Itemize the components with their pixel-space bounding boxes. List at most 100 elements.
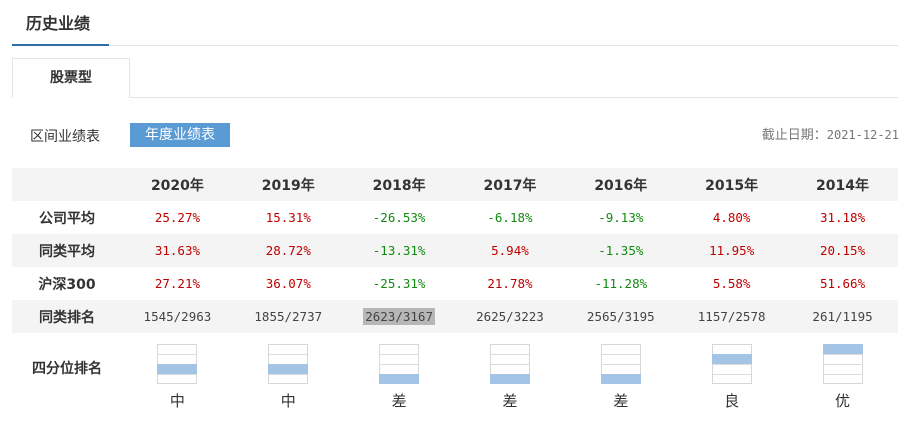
year-header: 2015年 (676, 168, 788, 201)
quartile-divider (158, 374, 197, 375)
table-cell: -26.53% (372, 210, 426, 225)
quartile-divider (491, 354, 529, 355)
table-cell: 21.78% (487, 276, 533, 291)
year-header: 2017年 (454, 168, 566, 201)
quartile-divider (380, 364, 419, 365)
quartile-divider (269, 374, 308, 375)
quartile-bar (490, 344, 530, 384)
quartile-fill (490, 374, 530, 384)
table-cell: 20.15% (787, 234, 898, 267)
cutoff-date: 截止日期：2021-12-21 (762, 124, 899, 143)
quartile-rank-row: 四分位排名 中 中 差 差 差 良 优 (12, 336, 898, 416)
table-cell: -1.35% (565, 234, 677, 267)
row-label: 公司平均 (39, 210, 95, 227)
row-label: 同类排名 (12, 300, 122, 333)
table-cell: -11.28% (594, 276, 648, 291)
table-cell: 51.66% (819, 276, 866, 291)
table-row-company-average: 公司平均 25.27% 15.31% -26.53% -6.18% -9.13%… (12, 201, 898, 234)
quartile-bar (268, 344, 309, 384)
table-cell: 11.95% (676, 234, 788, 267)
quartile-divider (823, 354, 862, 355)
table-cell: 15.31% (265, 210, 311, 225)
table-cell: -13.31% (343, 234, 455, 267)
table-row-peer-average: 同类平均 31.63% 28.72% -13.31% 5.94% -1.35% … (12, 234, 898, 267)
quartile-rating: 优 (835, 392, 851, 410)
quartile-rating: 中 (280, 392, 296, 410)
quartile-divider (823, 364, 862, 365)
quartile-item: 差 (470, 344, 550, 411)
table-header-row: 2020年 2019年 2018年 2017年 2016年 2015年 2014… (12, 168, 898, 201)
table-cell: 4.80% (712, 210, 751, 225)
quartile-fill (157, 364, 198, 374)
table-row-csi300: 沪深300 27.21% 36.07% -25.31% 21.78% -11.2… (12, 267, 898, 300)
quartile-item: 差 (581, 344, 661, 411)
cutoff-label: 截止日期： (761, 128, 827, 143)
section-title: 历史业绩 (26, 14, 91, 33)
quartile-rating: 差 (391, 392, 407, 410)
header-corner (12, 168, 122, 201)
interval-performance-toggle[interactable]: 区间业绩表 (30, 129, 100, 145)
quartile-divider (491, 364, 529, 365)
quartile-item: 中 (248, 344, 328, 411)
quartile-divider (601, 354, 640, 355)
table-cell: 2625/3223 (454, 300, 566, 333)
quartile-fill (711, 354, 752, 364)
fund-type-tabbar: 股票型 (12, 58, 898, 98)
table-cell-highlighted: 2623/3167 (343, 300, 455, 333)
row-label: 同类平均 (12, 234, 122, 267)
quartile-rating: 差 (502, 392, 518, 410)
table-cell: 1545/2963 (122, 300, 233, 333)
table-cell: 5.94% (454, 234, 566, 267)
table-cell: 31.63% (122, 234, 233, 267)
year-header: 2016年 (565, 168, 677, 201)
tab-stock-type[interactable]: 股票型 (12, 58, 130, 98)
quartile-divider (823, 374, 862, 375)
table-cell: 27.21% (154, 276, 200, 291)
table-cell: -9.13% (598, 210, 644, 225)
table-cell: 1855/2737 (232, 300, 344, 333)
table-cell: 1157/2578 (676, 300, 788, 333)
quartile-rating: 中 (169, 392, 185, 410)
section-title-underline (12, 44, 109, 46)
quartile-fill (600, 374, 641, 384)
quartile-divider (601, 364, 640, 365)
table-cell: 2565/3195 (565, 300, 677, 333)
year-header: 2014年 (787, 168, 898, 201)
table-cell: 261/1195 (787, 300, 898, 333)
quartile-fill (268, 364, 309, 374)
quartile-fill (379, 374, 420, 384)
table-cell: -25.31% (372, 276, 426, 291)
table-cell: 31.18% (819, 210, 866, 225)
quartile-rating: 差 (613, 392, 629, 410)
highlighted-rank: 2623/3167 (363, 308, 435, 325)
table-cell: -6.18% (487, 210, 533, 225)
section-header: 历史业绩 (12, 0, 898, 46)
year-header: 2018年 (343, 168, 455, 201)
annual-performance-button[interactable]: 年度业绩表 (130, 123, 230, 147)
table-row-peer-rank: 同类排名 1545/2963 1855/2737 2623/3167 2625/… (12, 300, 898, 333)
quartile-rank-label: 四分位排名 (32, 361, 102, 377)
year-header: 2020年 (122, 168, 233, 201)
quartile-item: 优 (803, 344, 883, 411)
quartile-rating: 良 (724, 392, 740, 410)
row-label: 沪深300 (38, 276, 96, 293)
annual-performance-table: 2020年 2019年 2018年 2017年 2016年 2015年 2014… (12, 168, 898, 333)
quartile-bar (711, 344, 752, 384)
quartile-divider (269, 354, 308, 355)
table-cell: 5.58% (712, 276, 751, 291)
quartile-divider (380, 354, 419, 355)
quartile-divider (712, 364, 751, 365)
quartile-item: 中 (137, 344, 217, 411)
table-cell: 25.27% (154, 210, 200, 225)
quartile-divider (158, 354, 197, 355)
year-header: 2019年 (232, 168, 344, 201)
quartile-bar (157, 344, 198, 384)
table-cell: 36.07% (265, 276, 311, 291)
quartile-divider (712, 374, 751, 375)
table-cell: 28.72% (232, 234, 344, 267)
quartile-item: 良 (692, 344, 772, 411)
quartile-fill (822, 344, 863, 354)
quartile-bar (600, 344, 641, 384)
quartile-bar (379, 344, 420, 384)
quartile-bar (822, 344, 863, 384)
